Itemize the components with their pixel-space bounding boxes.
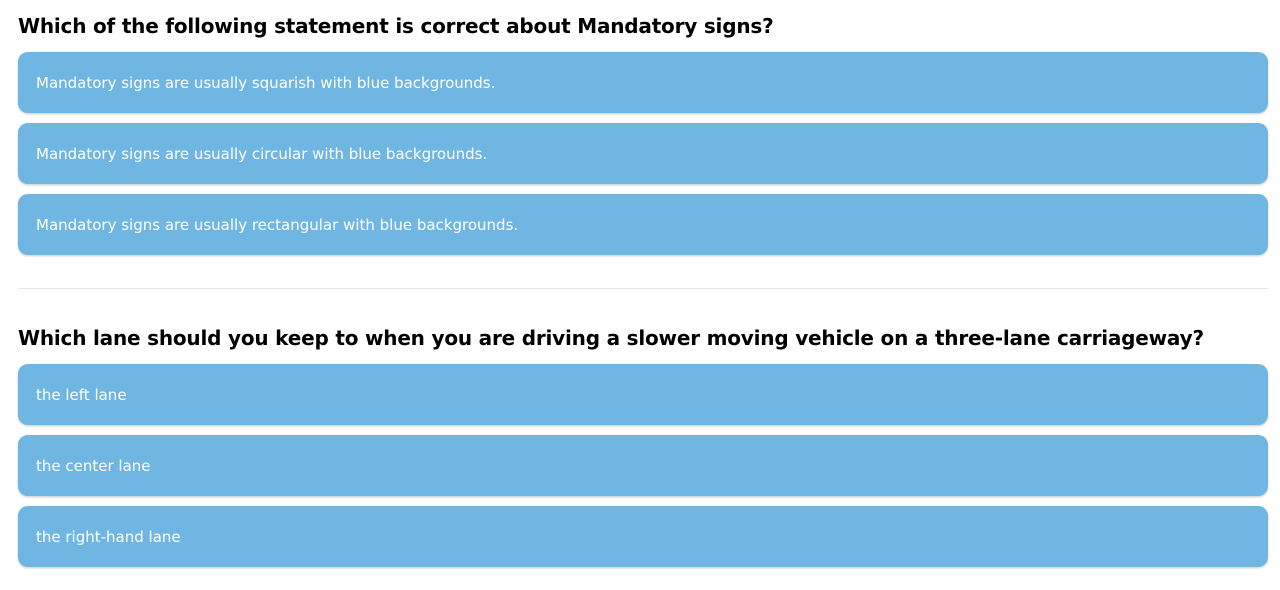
answer-option-label: Mandatory signs are usually rectangular … (36, 215, 519, 234)
answer-option[interactable]: the center lane (18, 435, 1268, 496)
answer-option[interactable]: Mandatory signs are usually circular wit… (18, 123, 1268, 184)
question-title: Which lane should you keep to when you a… (18, 326, 1204, 350)
answer-option-label: Mandatory signs are usually squarish wit… (36, 73, 496, 92)
answer-option[interactable]: the right-hand lane (18, 506, 1268, 567)
answer-options: the left lane the center lane the right-… (18, 364, 1268, 577)
answer-option[interactable]: Mandatory signs are usually rectangular … (18, 194, 1268, 255)
answer-option[interactable]: Mandatory signs are usually squarish wit… (18, 52, 1268, 113)
question-divider (18, 288, 1268, 289)
answer-option-label: Mandatory signs are usually circular wit… (36, 144, 488, 163)
answer-option[interactable]: the left lane (18, 364, 1268, 425)
question-title: Which of the following statement is corr… (18, 14, 774, 38)
answer-option-label: the center lane (36, 456, 151, 475)
answer-option-label: the right-hand lane (36, 527, 181, 546)
answer-options: Mandatory signs are usually squarish wit… (18, 52, 1268, 265)
answer-option-label: the left lane (36, 385, 127, 404)
